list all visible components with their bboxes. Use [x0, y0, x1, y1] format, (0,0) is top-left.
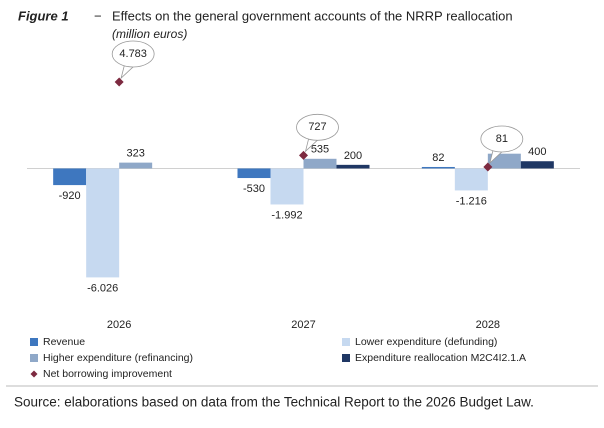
- legend-symbol: [342, 354, 350, 362]
- callout-bubble: [296, 113, 339, 141]
- legend-label: Expenditure reallocation M2C4I2.1.A: [355, 352, 526, 364]
- data-label: 82: [432, 152, 444, 164]
- figure-label: Figure 1: [18, 8, 69, 23]
- marker: [299, 150, 308, 160]
- bar: [421, 166, 455, 169]
- bar: [336, 164, 370, 169]
- bar: [53, 168, 87, 186]
- bar: [237, 168, 271, 179]
- data-label: 200: [344, 150, 362, 162]
- data-label: 727: [308, 121, 326, 133]
- legend-symbol: [30, 370, 38, 378]
- data-label: -1.992: [271, 209, 302, 221]
- x-tick-label: 2028: [476, 319, 500, 331]
- data-label: 81: [496, 133, 508, 145]
- data-label: -6.026: [87, 282, 118, 294]
- callout-bubble: [111, 40, 155, 68]
- data-label: -530: [243, 183, 265, 195]
- legend-symbol: [342, 338, 350, 346]
- bar: [270, 168, 304, 205]
- separator: −: [94, 8, 102, 23]
- data-label: 535: [311, 144, 329, 156]
- data-label: 323: [126, 148, 144, 160]
- chart-title: Effects on the general government accoun…: [112, 8, 513, 23]
- legend-label: Revenue: [43, 336, 85, 348]
- legend-symbol: [30, 338, 38, 346]
- bar: [119, 162, 153, 169]
- legend-label: Lower expenditure (defunding): [355, 336, 497, 348]
- bar: [520, 161, 554, 169]
- source-note: Source: elaborations based on data from …: [14, 395, 534, 410]
- data-label: 4.783: [119, 48, 147, 60]
- callout-bubble: [480, 125, 524, 153]
- x-tick-label: 2026: [107, 319, 131, 331]
- legend-symbol: [30, 354, 38, 362]
- bar: [86, 168, 120, 278]
- data-label: 400: [528, 146, 546, 158]
- marker: [483, 162, 493, 172]
- bar: [454, 168, 488, 191]
- x-tick-label: 2027: [291, 319, 315, 331]
- legend-label: Net borrowing improvement: [43, 368, 172, 380]
- chart-subtitle: (million euros): [112, 27, 187, 41]
- data-label: -1.216: [456, 195, 487, 207]
- legend-label: Higher expenditure (refinancing): [43, 352, 193, 364]
- data-label: -920: [59, 190, 81, 202]
- bar: [303, 158, 337, 169]
- marker: [114, 77, 124, 87]
